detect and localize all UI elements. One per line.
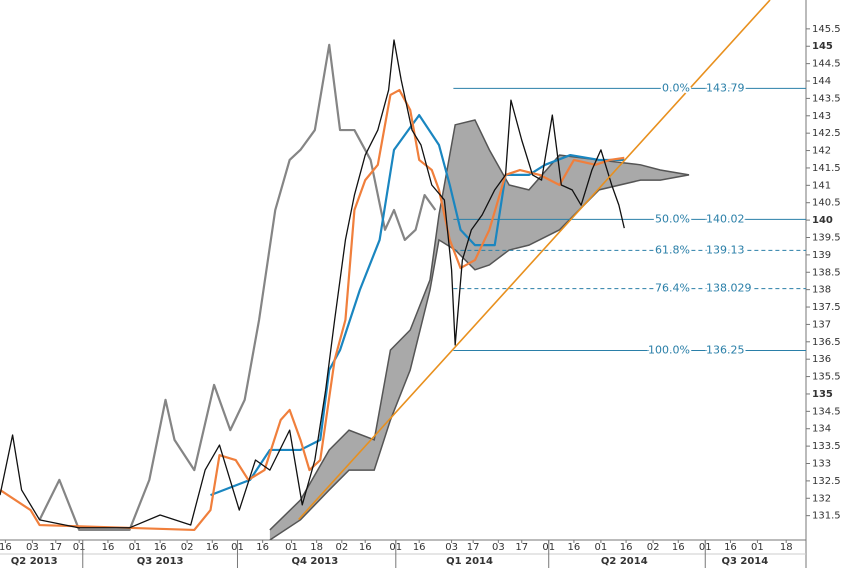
x-tick-label: 03 — [26, 542, 39, 553]
quarter-label: Q4 2013 — [291, 556, 338, 567]
y-tick-label: 141.5 — [812, 163, 841, 174]
x-tick-label: 16 — [154, 542, 167, 553]
y-tick-label: 138.5 — [812, 267, 841, 278]
quarter-label: Q3 2014 — [721, 556, 768, 567]
y-tick-label: 132 — [812, 493, 831, 504]
x-tick-label: 16 — [620, 542, 633, 553]
quarter-label: Q2 2013 — [11, 556, 58, 567]
y-tick-label: 133.5 — [812, 441, 841, 452]
y-tick-label: 138 — [812, 285, 831, 296]
y-tick-label: 133 — [812, 459, 831, 470]
fib-label: 100.0% — [648, 343, 690, 356]
y-tick-label: 131.5 — [812, 511, 841, 522]
x-tick-label: 18 — [310, 542, 323, 553]
series-line — [38, 43, 437, 532]
y-tick-label: 143.5 — [812, 93, 841, 104]
cloud-area — [269, 119, 690, 540]
y-tick-label: 139 — [812, 250, 831, 261]
y-tick-label: 135.5 — [812, 372, 841, 383]
fib-label: 50.0% — [655, 212, 690, 225]
quarter-label: Q3 2013 — [137, 556, 184, 567]
x-tick-label: 16 — [102, 542, 115, 553]
quarter-label: Q1 2014 — [446, 556, 493, 567]
trendline — [298, 0, 771, 521]
x-tick-label: 01 — [751, 542, 764, 553]
y-tick-label: 137.5 — [812, 302, 841, 313]
x-tick-label: 02 — [335, 542, 348, 553]
y-tick-label: 136 — [812, 354, 831, 365]
y-tick-label: 145 — [812, 41, 833, 52]
series-line — [210, 113, 625, 497]
x-tick-label: 02 — [647, 542, 660, 553]
y-tick-label: 134 — [812, 424, 831, 435]
y-tick-label: 144 — [812, 76, 831, 87]
x-tick-label: 02 — [181, 542, 194, 553]
y-tick-label: 142.5 — [812, 128, 841, 139]
y-tick-label: 136.5 — [812, 337, 841, 348]
x-tick-label: 17 — [515, 542, 528, 553]
plot-area — [0, 0, 806, 540]
fib-value: 143.79 — [706, 81, 745, 94]
x-tick-label: 18 — [780, 542, 793, 553]
x-tick-label: 16 — [0, 542, 12, 553]
y-tick-label: 144.5 — [812, 59, 841, 70]
y-tick-label: 137 — [812, 319, 831, 330]
y-tick-label: 140 — [812, 215, 833, 226]
x-tick-label: 01 — [285, 542, 298, 553]
fib-value: 139.13 — [706, 243, 745, 256]
y-tick-label: 142 — [812, 146, 831, 157]
x-tick-label: 16 — [206, 542, 219, 553]
x-tick-label: 03 — [445, 542, 458, 553]
fib-label: 76.4% — [655, 282, 690, 295]
x-tick-label: 16 — [359, 542, 372, 553]
x-tick-label: 16 — [672, 542, 685, 553]
fib-label: 0.0% — [662, 81, 690, 94]
x-tick-label: 16 — [724, 542, 737, 553]
x-tick-label: 01 — [129, 542, 142, 553]
quarter-label: Q2 2014 — [601, 556, 648, 567]
series-line — [0, 88, 625, 532]
y-tick-label: 143 — [812, 111, 831, 122]
y-tick-label: 139.5 — [812, 232, 841, 243]
series-line — [0, 39, 625, 529]
x-tick-label: 03 — [492, 542, 505, 553]
y-tick-label: 132.5 — [812, 476, 841, 487]
x-tick-label: 17 — [49, 542, 62, 553]
y-tick-label: 140.5 — [812, 198, 841, 209]
fib-value: 138.029 — [706, 282, 752, 295]
x-tick-label: 01 — [73, 542, 86, 553]
x-tick-label: 16 — [413, 542, 426, 553]
y-tick-label: 141 — [812, 180, 831, 191]
fib-value: 136.25 — [706, 343, 745, 356]
y-tick-label: 135 — [812, 389, 833, 400]
x-tick-label: 16 — [256, 542, 269, 553]
y-tick-label: 145.5 — [812, 24, 841, 35]
x-tick-label: 16 — [568, 542, 581, 553]
y-tick-label: 134.5 — [812, 406, 841, 417]
x-tick-label: 17 — [467, 542, 480, 553]
fib-label: 61.8% — [655, 243, 690, 256]
fib-value: 140.02 — [706, 212, 745, 225]
x-tick-label: 01 — [595, 542, 608, 553]
